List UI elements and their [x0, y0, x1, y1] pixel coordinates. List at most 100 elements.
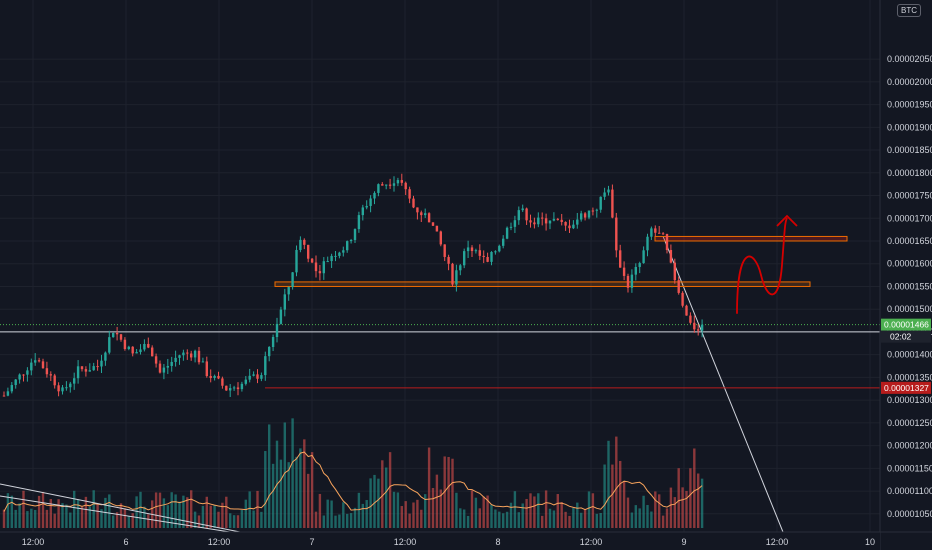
- candle-body: [361, 207, 364, 216]
- volume-bar: [537, 493, 540, 528]
- candle-body: [34, 360, 37, 363]
- candle-body: [2, 395, 6, 397]
- volume-bar: [166, 505, 169, 528]
- volume-bar: [435, 474, 439, 528]
- candle-body: [560, 219, 563, 222]
- candle-body: [193, 350, 197, 358]
- volume-bar: [334, 515, 337, 528]
- volume-bar: [65, 504, 68, 528]
- volume-bar: [268, 424, 271, 528]
- candle-body: [478, 250, 481, 256]
- volume-bar: [689, 468, 692, 528]
- volume-bar: [349, 513, 353, 528]
- volume-bar: [162, 498, 166, 528]
- candle-body: [264, 356, 267, 376]
- countdown-badge-bg: [881, 330, 931, 343]
- volume-bar: [564, 511, 567, 528]
- candle-body: [580, 213, 583, 220]
- volume-bar: [377, 478, 380, 528]
- candle-body: [170, 361, 173, 366]
- volume-bar: [225, 496, 228, 528]
- candle-body: [307, 244, 310, 259]
- volume-bar: [119, 503, 123, 528]
- volume-bar: [630, 512, 634, 528]
- price-tick-label: 0.00002050: [887, 54, 932, 64]
- volume-bar: [197, 515, 201, 528]
- time-axis-ticks: 12:00 6 12:00 7 12:00 8 12:00 9 12:00 10: [22, 537, 875, 547]
- volume-bar: [6, 493, 10, 528]
- price-tick-label: 0.00001700: [887, 213, 932, 223]
- trend-line-volume-2: [0, 495, 231, 533]
- candle-body: [115, 332, 119, 335]
- volume-bar: [209, 505, 212, 528]
- volume-moving-average: [3, 451, 703, 512]
- candle-body: [591, 210, 595, 212]
- candle-body: [587, 210, 591, 218]
- price-tick-label: 0.00001600: [887, 259, 932, 269]
- volume-bar: [244, 499, 247, 528]
- volume-bar: [451, 458, 454, 528]
- candle-body: [525, 208, 528, 221]
- candle-body: [576, 219, 579, 225]
- candle-body: [548, 220, 552, 224]
- volume-bar: [10, 495, 13, 528]
- candle-body: [143, 343, 146, 350]
- candle-body: [53, 375, 56, 386]
- volume-bar: [123, 508, 127, 528]
- candle-body: [455, 270, 458, 285]
- volume-bar: [525, 498, 528, 528]
- candle-body: [408, 189, 411, 199]
- candle-body: [373, 192, 376, 199]
- quote-currency-badge[interactable]: BTC: [897, 4, 921, 17]
- volume-bar: [80, 506, 84, 528]
- volume-ma-line: [3, 451, 703, 512]
- volume-bar: [115, 512, 119, 528]
- volume-bar: [314, 511, 318, 528]
- volume-bar: [669, 487, 673, 528]
- volume-bar: [424, 494, 427, 528]
- price-tick-label: 0.00002000: [887, 77, 932, 87]
- volume-bar: [591, 493, 595, 528]
- annotations[interactable]: [736, 214, 798, 314]
- candle-body: [151, 347, 154, 357]
- volume-bar: [385, 467, 388, 528]
- candle-body: [630, 274, 634, 288]
- candle-body: [646, 236, 649, 251]
- candle-body: [365, 205, 368, 208]
- candle-body: [517, 210, 520, 221]
- candle-body: [357, 215, 361, 230]
- trend-line-volume-1: [0, 483, 241, 533]
- price-axis[interactable]: [880, 0, 932, 532]
- volume-bar: [361, 503, 364, 528]
- volume-bar: [529, 493, 532, 528]
- candle-body: [377, 184, 380, 193]
- volume-bar: [611, 464, 614, 528]
- volume-bar: [541, 515, 544, 528]
- trend-lines[interactable]: [0, 236, 784, 533]
- volume-bar: [494, 509, 497, 528]
- volume-bar: [154, 492, 158, 528]
- candle-body: [568, 225, 571, 229]
- volume-bar: [412, 502, 415, 528]
- time-tick-label: 6: [123, 537, 128, 547]
- candle-body: [45, 368, 49, 375]
- candle-body: [611, 189, 614, 218]
- candle-body: [10, 385, 13, 392]
- volume-bar: [373, 474, 376, 528]
- time-tick-label: 12:00: [766, 537, 789, 547]
- volume-bar: [642, 495, 645, 528]
- time-axis[interactable]: [0, 532, 880, 550]
- support-zone: [274, 281, 811, 287]
- candle-body: [201, 361, 205, 363]
- volume-bar: [256, 490, 259, 528]
- zones[interactable]: [0, 235, 880, 389]
- volume-bar: [622, 481, 626, 528]
- candle-body: [369, 198, 372, 206]
- candle-body: [299, 239, 302, 250]
- time-tick-label: 12:00: [394, 537, 417, 547]
- candle-body: [392, 183, 396, 186]
- price-tick-label: 0.00001500: [887, 304, 932, 314]
- candle-body: [236, 387, 240, 390]
- candle-body: [388, 184, 392, 186]
